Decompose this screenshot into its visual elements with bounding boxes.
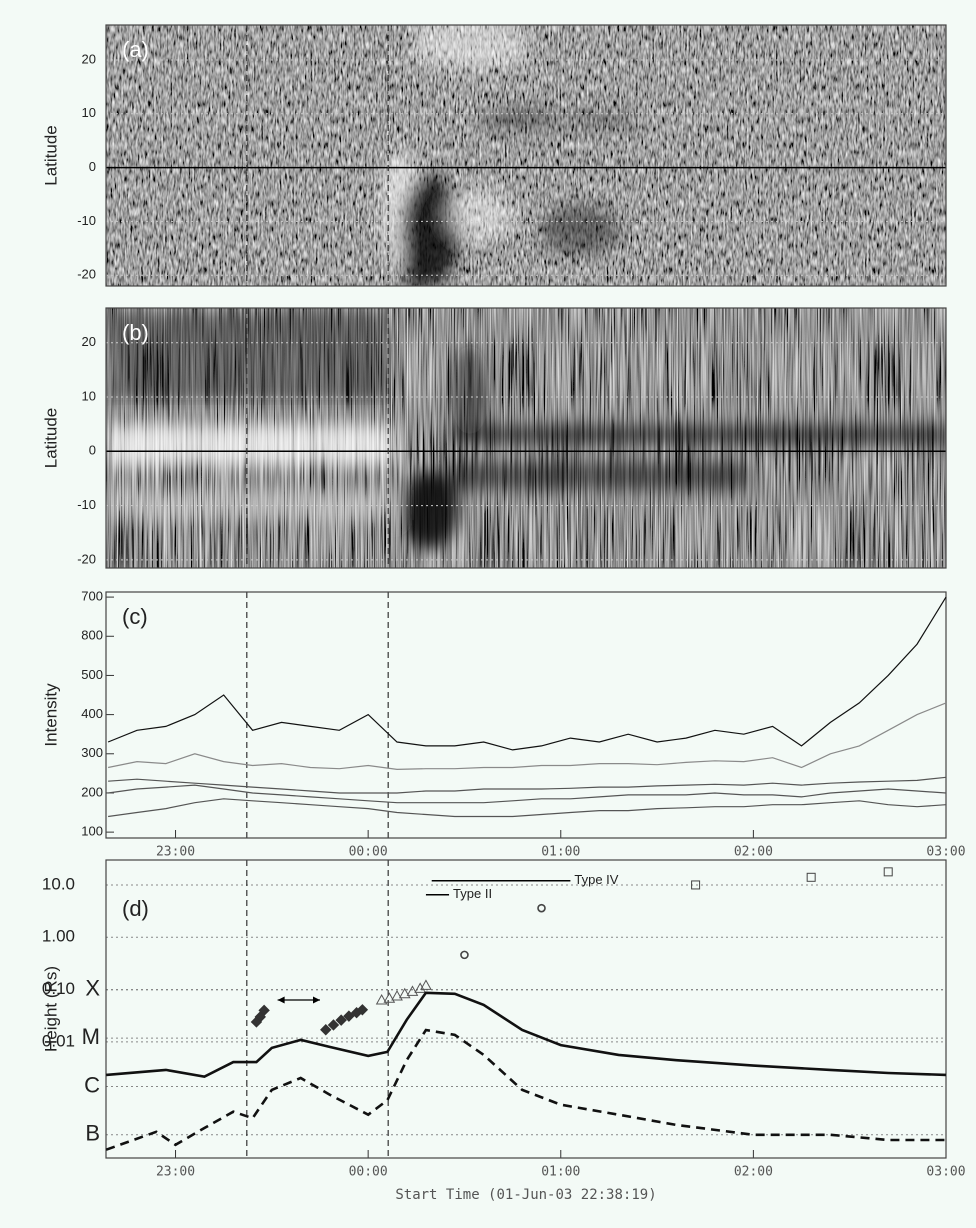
data-point: [375, 993, 388, 1005]
plot-frame: [105, 859, 947, 1159]
data-point: [356, 1004, 369, 1016]
y-tick-label: 1.00: [42, 927, 75, 946]
x-tick-label: 03:00: [926, 845, 965, 860]
series-line: [108, 776, 947, 794]
y-tick-label: 500: [81, 667, 103, 682]
x-tick-label: 01:00: [541, 1165, 580, 1180]
plot-frame: [105, 24, 947, 287]
annotation: Type IV: [574, 872, 618, 887]
series-line: [107, 702, 947, 771]
panel-label: (b): [122, 320, 149, 345]
data-point: [327, 1019, 340, 1031]
data-point: [883, 867, 893, 877]
y-tick-label: -20: [77, 551, 96, 566]
x-tick-label: 00:00: [349, 845, 388, 860]
data-point: [414, 982, 427, 993]
series-line: [105, 1028, 946, 1151]
series-line: [107, 596, 947, 751]
x-axis-label: Start Time (01-Jun-03 22:38:19): [395, 1187, 656, 1203]
x-tick-label: 01:00: [541, 845, 580, 860]
x-tick-label: 02:00: [734, 1165, 773, 1180]
arrow-head: [312, 996, 320, 1004]
data-point: [258, 1004, 270, 1017]
data-point: [806, 872, 816, 882]
data-point: [691, 880, 701, 890]
y2-tick-label: C: [84, 1072, 100, 1097]
x-tick-label: 02:00: [734, 845, 773, 860]
y-tick-label: 10: [82, 105, 96, 120]
x-tick-label: 23:00: [156, 1165, 195, 1180]
y-tick-label: 700: [81, 589, 103, 604]
panel-label: (c): [122, 604, 148, 629]
data-point: [391, 990, 403, 1001]
data-point: [383, 992, 396, 1003]
y-tick-label: 200: [81, 784, 103, 799]
y-tick-label: 0: [89, 443, 96, 458]
y-axis-label: Height (Rs): [41, 966, 60, 1052]
y-tick-label: 0.10: [42, 979, 75, 998]
y-tick-label: 100: [81, 824, 103, 839]
data-point: [406, 985, 419, 996]
y-axis-label: Intensity: [41, 683, 60, 747]
series-line: [106, 991, 947, 1078]
y2-tick-label: X: [85, 976, 100, 1001]
y-tick-label: 10.0: [42, 874, 75, 893]
y2-tick-label: M: [82, 1024, 100, 1049]
y-tick-label: -10: [77, 497, 96, 512]
x-tick-label: 03:00: [926, 1165, 965, 1180]
y-tick-label: 0.01: [42, 1031, 75, 1050]
stack-image-a: [106, 25, 946, 286]
x-tick-label: 00:00: [349, 1165, 388, 1180]
y-axis-label: Latitude: [41, 125, 60, 186]
data-point: [420, 979, 432, 990]
data-point: [320, 1024, 332, 1036]
series-line: [108, 798, 947, 818]
data-point: [343, 1010, 355, 1022]
y2-tick-label: B: [85, 1121, 100, 1146]
y-tick-label: -20: [77, 267, 96, 282]
data-point: [537, 903, 546, 913]
panel-label: (a): [122, 37, 149, 62]
x-tick-label: 23:00: [156, 845, 195, 860]
y-tick-label: 10: [82, 388, 96, 403]
y-tick-label: 0: [89, 159, 96, 174]
panel-label: (d): [122, 896, 149, 921]
plot-frame: [105, 591, 947, 839]
y-tick-label: 400: [81, 706, 103, 721]
y-tick-label: 800: [81, 628, 103, 643]
y-axis-label: Latitude: [41, 408, 60, 469]
stack-image-b: [106, 308, 946, 568]
series-line: [108, 784, 947, 804]
plot-frame: [105, 307, 947, 569]
y-tick-label: 20: [82, 51, 96, 66]
y-tick-label: -10: [77, 213, 96, 228]
data-point: [335, 1014, 347, 1026]
data-point: [398, 987, 411, 999]
arrow-head: [277, 996, 285, 1004]
y-tick-label: 300: [81, 745, 103, 760]
annotation: Type II: [453, 886, 492, 901]
data-point: [460, 950, 469, 960]
y-tick-label: 20: [82, 334, 96, 349]
